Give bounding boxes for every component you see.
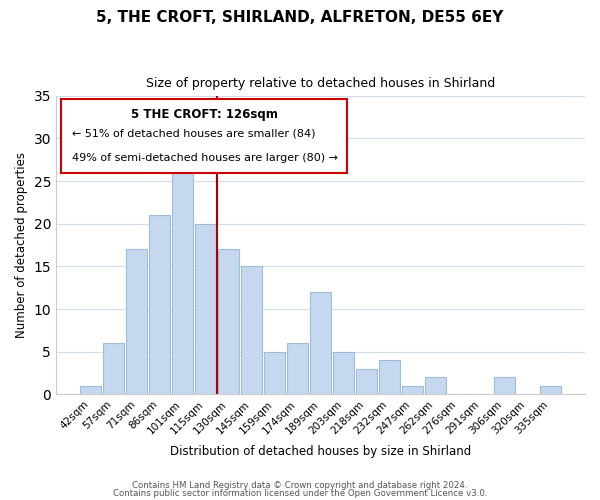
Bar bbox=[264, 352, 285, 395]
Text: 49% of semi-detached houses are larger (80) →: 49% of semi-detached houses are larger (… bbox=[72, 152, 338, 162]
Text: Contains HM Land Registry data © Crown copyright and database right 2024.: Contains HM Land Registry data © Crown c… bbox=[132, 481, 468, 490]
Bar bbox=[356, 369, 377, 394]
Bar bbox=[126, 250, 148, 394]
Text: 5 THE CROFT: 126sqm: 5 THE CROFT: 126sqm bbox=[131, 108, 278, 121]
Bar bbox=[379, 360, 400, 394]
Text: ← 51% of detached houses are smaller (84): ← 51% of detached houses are smaller (84… bbox=[72, 128, 316, 138]
Bar bbox=[172, 164, 193, 394]
Bar bbox=[310, 292, 331, 394]
Bar bbox=[333, 352, 354, 395]
Bar bbox=[425, 378, 446, 394]
FancyBboxPatch shape bbox=[61, 99, 347, 174]
Text: 5, THE CROFT, SHIRLAND, ALFRETON, DE55 6EY: 5, THE CROFT, SHIRLAND, ALFRETON, DE55 6… bbox=[97, 10, 503, 25]
Text: Contains public sector information licensed under the Open Government Licence v3: Contains public sector information licen… bbox=[113, 488, 487, 498]
Bar bbox=[80, 386, 101, 394]
Bar bbox=[103, 344, 124, 394]
Bar bbox=[287, 344, 308, 394]
Bar bbox=[149, 216, 170, 394]
Title: Size of property relative to detached houses in Shirland: Size of property relative to detached ho… bbox=[146, 78, 495, 90]
Bar bbox=[241, 266, 262, 394]
Bar bbox=[494, 378, 515, 394]
Bar bbox=[218, 250, 239, 394]
Y-axis label: Number of detached properties: Number of detached properties bbox=[15, 152, 28, 338]
X-axis label: Distribution of detached houses by size in Shirland: Distribution of detached houses by size … bbox=[170, 444, 471, 458]
Bar bbox=[539, 386, 561, 394]
Bar bbox=[402, 386, 423, 394]
Bar bbox=[195, 224, 217, 394]
